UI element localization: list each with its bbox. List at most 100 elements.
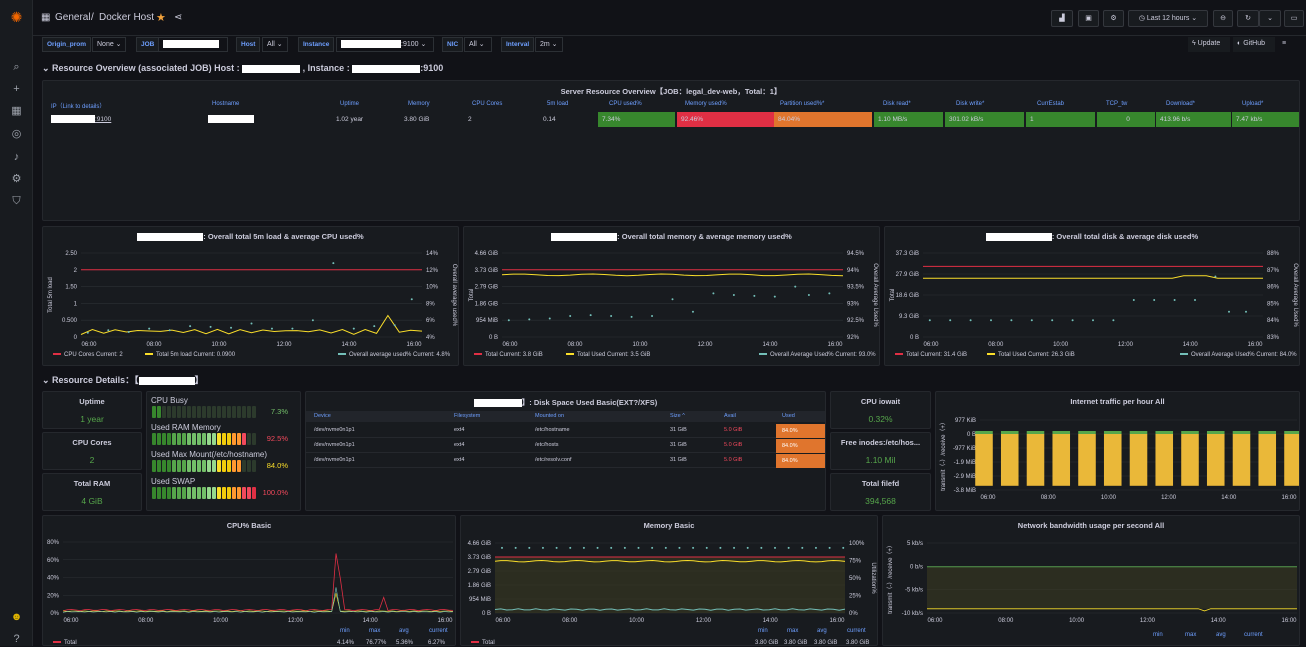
legend-column-header[interactable]: min [1153,632,1163,638]
receive-bar [1284,431,1299,434]
legend-column-header[interactable]: avg [1216,632,1226,638]
legend-column-header[interactable]: avg [817,628,827,634]
dashboards-icon[interactable]: ▦ [11,105,22,117]
legend-series-name[interactable]: Total [471,640,495,645]
table-header[interactable]: Used [782,413,795,419]
tv-mode-button[interactable]: ▭ [1284,10,1304,27]
var-select-host[interactable]: All ⌄ [262,37,288,52]
y2-tick-label: 50% [849,576,862,582]
legend-item[interactable]: Total Used Current: 3.5 GiB [566,352,650,358]
var-select-nic[interactable]: All ⌄ [464,37,492,52]
gauge-segment [192,406,196,418]
table-header[interactable]: Memory [408,101,430,107]
y-tick-label: 4.66 GiB [468,541,491,547]
save-button[interactable]: ▣ [1078,10,1099,27]
table-header[interactable]: Mounted on [535,413,565,419]
legend-item[interactable]: Overall Average Used% Current: 84.0% [1180,352,1297,358]
table-header[interactable]: Avail [724,413,736,419]
alerting-bell-icon[interactable]: ♪ [13,151,20,163]
table-header[interactable]: Device [314,413,331,419]
settings-button[interactable]: ⚙ [1103,10,1124,27]
help-icon[interactable]: ? [13,633,20,645]
time-range-label: Last 12 hours [1146,15,1190,22]
search-icon[interactable]: ⌕ [13,61,20,73]
github-link[interactable]: ◐ GitHub [1233,37,1275,52]
legend-item[interactable]: Total 5m load Current: 0.0900 [145,352,235,358]
var-select-interval[interactable]: 2m ⌄ [535,37,563,52]
legend-column-header[interactable]: current [429,628,448,634]
grafana-logo-icon[interactable]: ✺ [10,9,23,25]
legend-column-header[interactable]: max [787,628,799,634]
y2-tick-label: 14% [426,251,439,257]
table-header[interactable]: Hostname [212,101,240,107]
gauge-segment [202,487,206,499]
table-header[interactable]: CPU used% [609,101,642,107]
legend-name: Total [64,640,77,646]
table-header[interactable]: Filesystem [454,413,481,419]
refresh-interval-picker[interactable]: ⌄ [1259,10,1281,27]
row-resource-details[interactable]: ⌄ Resource Details：【 】 [42,373,204,386]
legend-name: Overall Average Used% [770,352,834,358]
table-header[interactable]: Memory used% [685,101,727,107]
data-point [623,546,626,549]
share-icon[interactable]: ⋖ [174,12,183,23]
row-resource-overview[interactable]: ⌄ Resource Overview (associated JOB) Hos… [42,63,443,74]
avatar[interactable]: ☻ [10,611,23,623]
panel-title-text: : Overall total 5m load & average CPU us… [203,232,364,241]
table-cell[interactable]: :9100 [47,112,204,127]
table-header[interactable]: Disk write* [956,101,985,107]
chart0-svg: 2.50 2 1.50 1 0.500 0 14% 12% 10% 8% 6% 4% 06:00 08:0… [48,251,457,348]
internet-traffic-panel: Internet traffic per hour All 977 KiB 0 B… [935,391,1300,511]
update-link[interactable]: ϟ Update [1188,37,1230,52]
menu-button[interactable]: ≡ [1278,37,1294,52]
legend-column-header[interactable]: current [847,628,866,634]
table-cell: 1.10 MB/s [874,112,943,127]
legend-item[interactable]: Overall Average Used% Current: 93.0% [759,352,876,358]
legend-column-header[interactable]: min [340,628,350,634]
zoom-out-button[interactable]: ⊖ [1213,10,1233,27]
star-icon[interactable]: ★ [156,12,166,24]
table-header[interactable]: 5m load [547,101,569,107]
table-header[interactable]: Disk read* [883,101,911,107]
legend-column-header[interactable]: min [758,628,768,634]
legend-column-header[interactable]: current [1244,632,1263,638]
table-header[interactable]: Download* [1166,101,1196,107]
table-header[interactable]: Partition used%* [780,101,825,107]
zoom-out-icon: ⊖ [1220,15,1226,22]
table-header[interactable]: Size ^ [670,413,685,419]
var-select-instance[interactable]: :9100 ⌄ [336,37,434,52]
legend-column-header[interactable]: max [369,628,381,634]
time-picker[interactable]: ◷ Last 12 hours ⌄ [1128,10,1208,27]
table-header[interactable]: IP（Link to details） [51,104,106,110]
gear-icon[interactable]: ⚙ [11,173,22,185]
legend-item[interactable]: Total Current: 3.8 GiB [474,352,543,358]
legend-item[interactable]: Total Current: 31.4 GiB [895,352,967,358]
breadcrumb-folder[interactable]: General [55,12,91,23]
cell-value: 1.02 year [336,116,364,123]
plus-icon[interactable]: + [13,83,20,95]
add-panel-button[interactable]: ▟ [1051,10,1073,27]
refresh-button[interactable]: ↻ [1237,10,1259,27]
var-select-job[interactable] [158,37,228,52]
legend-series-name[interactable]: Total [53,640,77,646]
legend-item[interactable]: Overall average used% Current: 4.8% [338,352,450,358]
data-point [569,546,572,549]
legend-column-header[interactable]: avg [399,628,409,634]
explore-icon[interactable]: ◎ [11,128,22,140]
table-header[interactable]: Upload* [1242,101,1264,107]
redacted-block [352,64,421,73]
legend-item[interactable]: CPU Cores Current: 2 [53,352,123,358]
data-point [528,318,531,321]
legend-swatch [895,353,903,356]
var-select-origin-prom[interactable]: None ⌄ [92,37,126,52]
stat-value: 1 year [80,414,104,424]
table-header[interactable]: CPU Cores [472,101,503,107]
page-title[interactable]: Docker Host [99,12,155,23]
table-header[interactable]: CurrEstab [1037,101,1065,107]
legend-item[interactable]: Total Used Current: 26.3 GiB [987,352,1075,358]
x-tick-label: 12:00 [696,618,712,624]
table-header[interactable]: Uptime [340,101,360,107]
legend-column-header[interactable]: max [1185,632,1197,638]
table-header[interactable]: TCP_tw [1106,101,1128,107]
shield-icon[interactable]: ⛉ [12,195,21,207]
